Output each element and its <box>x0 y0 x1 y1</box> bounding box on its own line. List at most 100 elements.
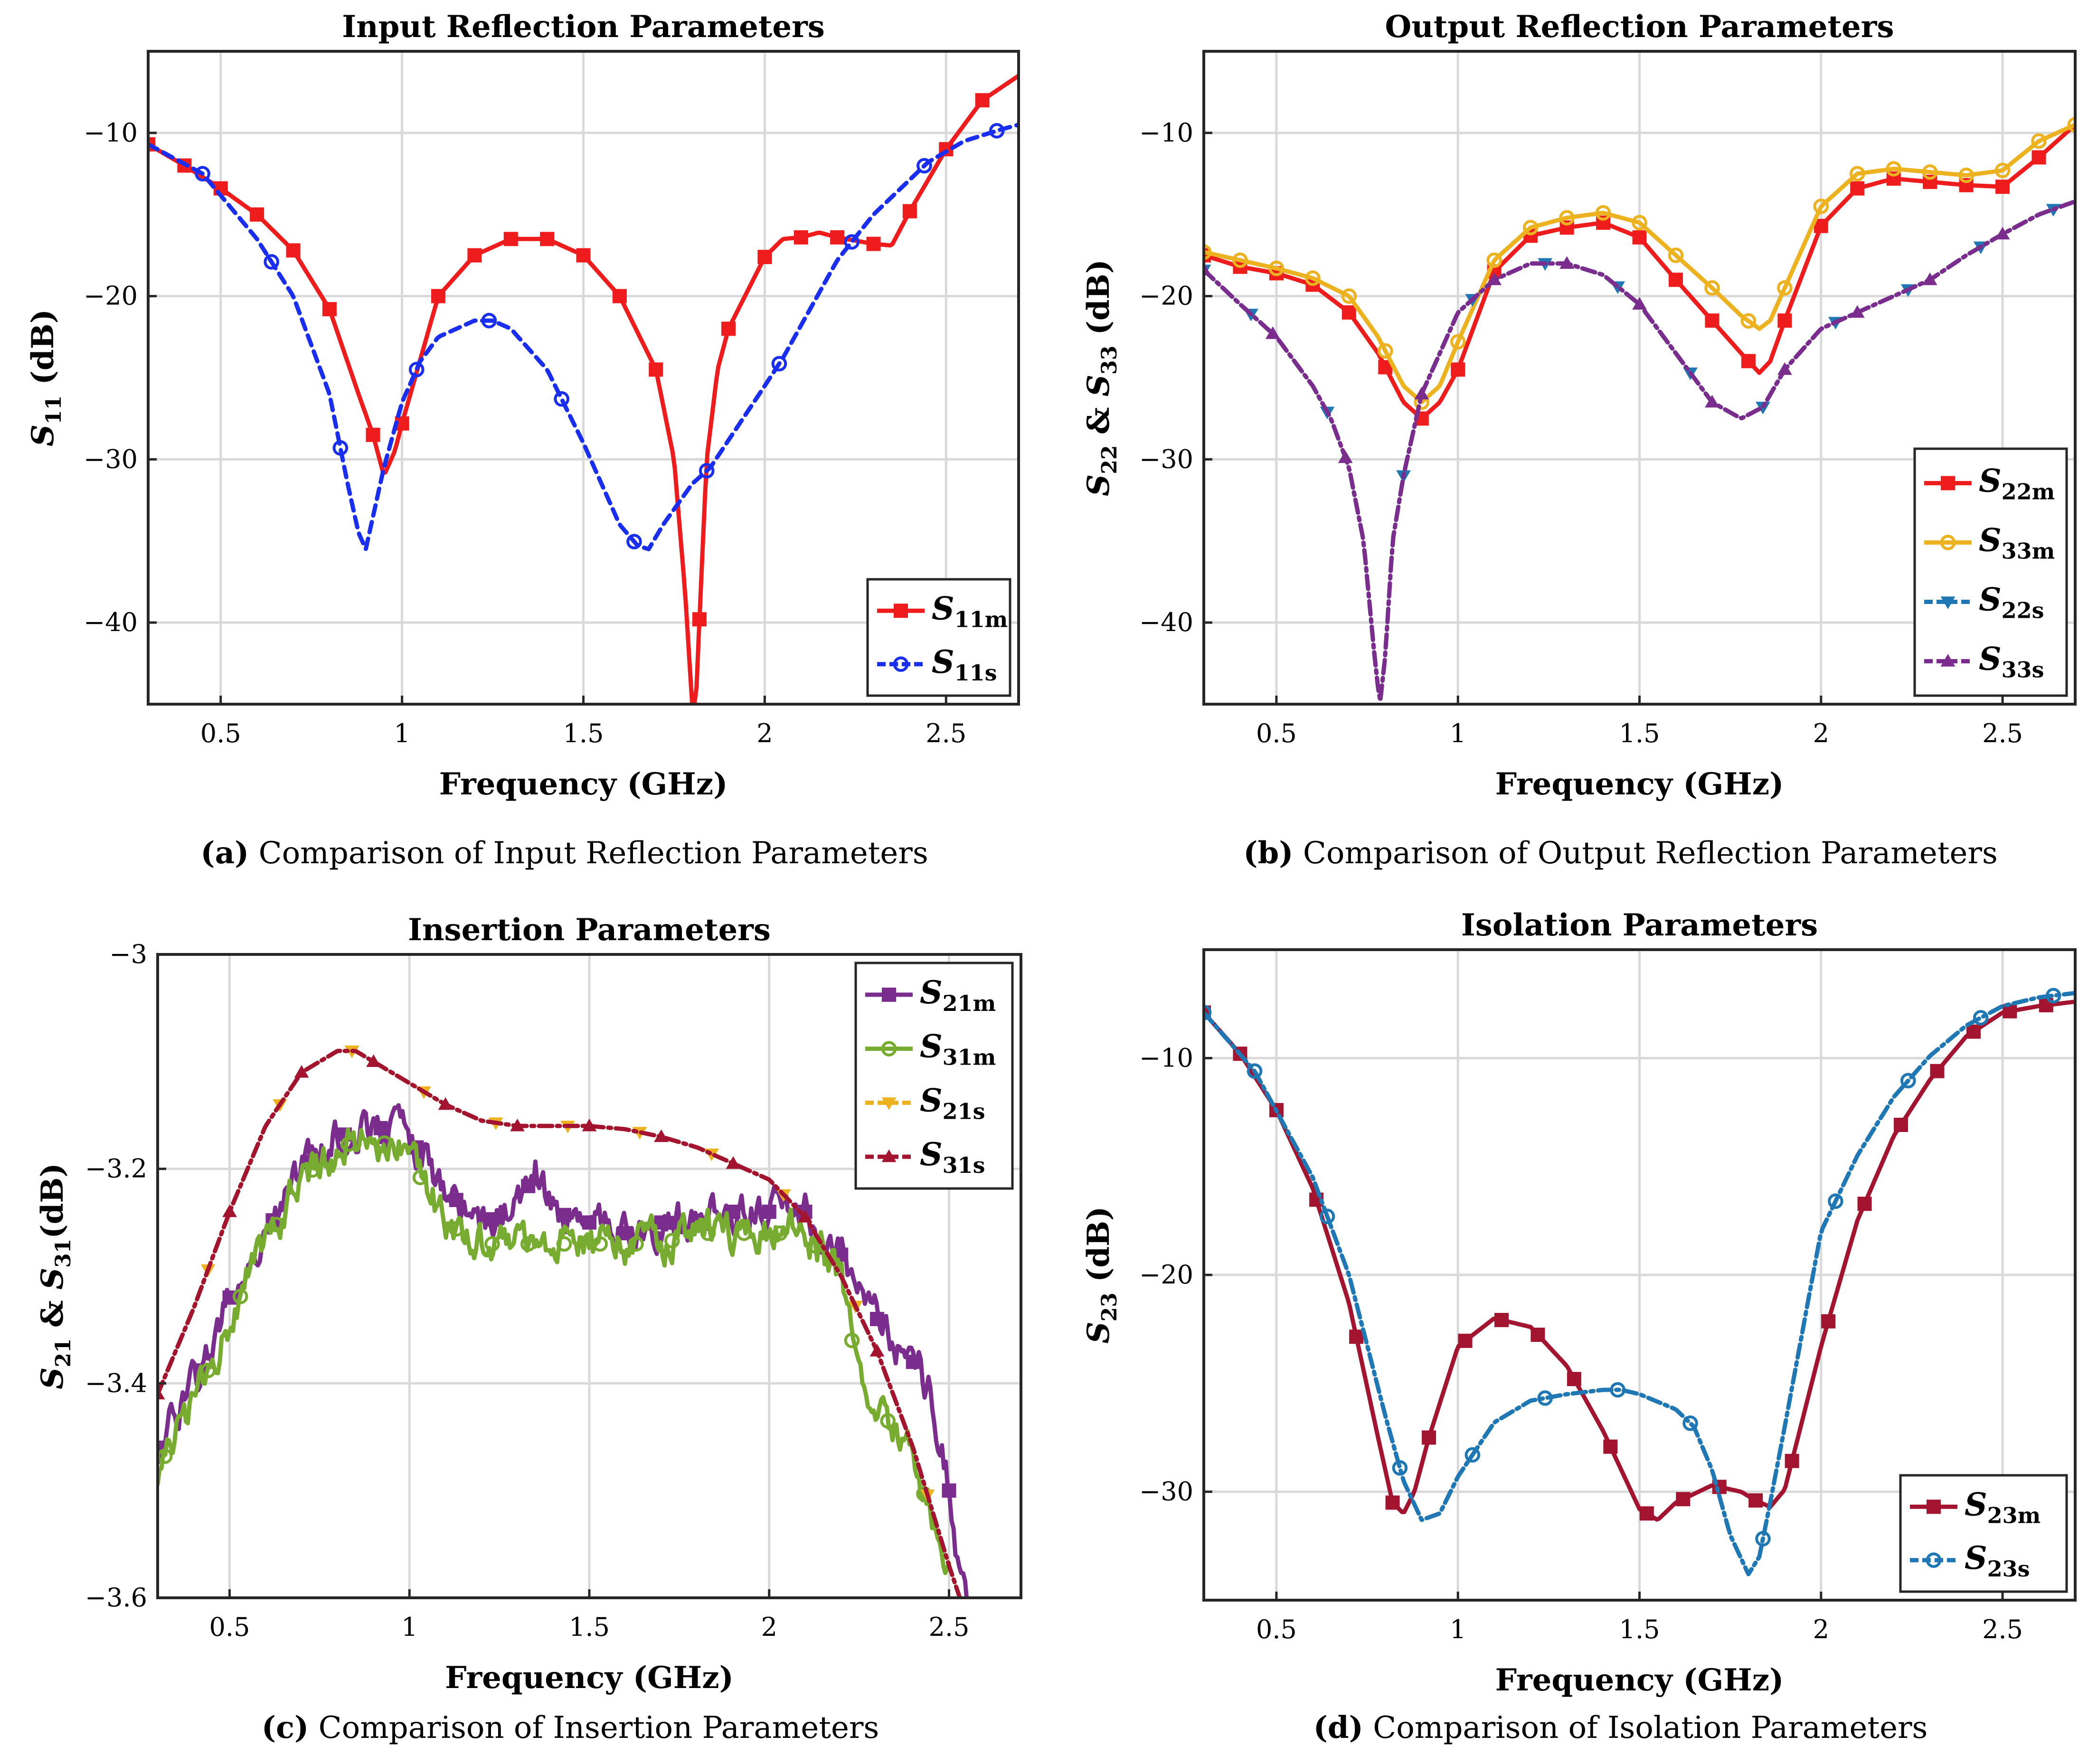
marker-square <box>692 612 707 627</box>
x-tick-label: 0.5 <box>200 718 241 748</box>
y-tick-label: −3.4 <box>85 1368 147 1398</box>
marker-circle <box>340 1136 356 1152</box>
marker-circle <box>1900 1073 1916 1089</box>
marker-square <box>1785 1453 1799 1468</box>
marker-square <box>1705 313 1720 328</box>
marker-circle <box>2045 988 2061 1004</box>
marker-circle <box>1610 1382 1625 1398</box>
x-tick-label: 1 <box>1450 1614 1466 1644</box>
marker-circle <box>880 1413 896 1429</box>
marker-square <box>1632 230 1647 245</box>
marker-circle <box>264 254 279 270</box>
marker-circle <box>484 1236 500 1252</box>
marker-triangle-up <box>869 1344 885 1357</box>
marker-circle <box>893 656 909 672</box>
y-tick-label: −10 <box>84 118 138 148</box>
series-markers-11s <box>195 123 1005 549</box>
marker-circle <box>1755 1531 1771 1547</box>
series-line-31s <box>158 1048 962 1598</box>
marker-circle <box>771 356 787 372</box>
y-tick-label: −3 <box>109 939 147 969</box>
x-tick-label: 2 <box>761 1612 777 1642</box>
marker-circle <box>1632 215 1647 231</box>
y-tick-label: −30 <box>1139 444 1193 474</box>
legend-label-31s: S31s <box>920 1136 985 1178</box>
marker-square <box>902 204 917 218</box>
marker-square <box>618 1226 633 1241</box>
x-tick-label: 2.5 <box>1982 1614 2023 1644</box>
marker-triangle-up <box>222 1204 237 1217</box>
marker-square <box>1342 305 1356 320</box>
marker-square <box>540 232 555 246</box>
marker-circle <box>232 1289 248 1304</box>
marker-circle <box>1958 167 1974 183</box>
marker-square <box>721 321 736 336</box>
marker-triangle-up <box>366 1054 381 1067</box>
series-group <box>148 74 1019 704</box>
marker-square <box>1458 1333 1473 1348</box>
marker-triangle-up <box>1204 263 1211 275</box>
legend-label-31m: S31m <box>920 1028 996 1070</box>
legend-box <box>1899 1474 2068 1593</box>
marker-circle <box>1813 198 1829 214</box>
marker-square <box>373 1121 388 1135</box>
marker-circle <box>2067 117 2075 132</box>
marker-circle <box>1232 252 1248 268</box>
y-axis-label: S23 (dB) <box>1081 1206 1122 1343</box>
caption: (c) Comparison of Insertion Parameters <box>262 1710 879 1745</box>
legend-label-23s: S23s <box>1965 1539 2030 1582</box>
marker-circle <box>1464 1447 1481 1463</box>
marker-triangle-up <box>726 1156 741 1169</box>
series-group <box>1204 988 2075 1576</box>
marker-square <box>866 236 881 251</box>
x-tick-label: 0.5 <box>209 1612 250 1642</box>
chart-a: 0.5 1 1.5 2 2.5 −40 −30 −20 −10 Input Reflection … <box>25 9 1020 871</box>
marker-triangle-up <box>1995 226 2010 240</box>
marker-triangle-up <box>881 1149 897 1162</box>
marker-square <box>906 1355 920 1369</box>
marker-square <box>1531 1328 1545 1342</box>
marker-circle <box>1595 205 1611 221</box>
marker-circle <box>699 463 715 479</box>
marker-circle <box>412 1170 428 1186</box>
marker-circle <box>1973 1010 1989 1026</box>
marker-circle <box>1994 162 2011 179</box>
marker-square <box>830 230 845 245</box>
marker-square <box>1894 1117 1908 1132</box>
marker-circle <box>844 234 860 250</box>
chart-title: Insertion Parameters <box>408 912 771 948</box>
marker-circle <box>268 1217 284 1233</box>
marker-square <box>582 1215 596 1230</box>
x-tick-label: 1.5 <box>1619 718 1660 748</box>
marker-circle <box>1247 1063 1263 1079</box>
marker-circle <box>554 391 569 407</box>
marker-square <box>521 1179 536 1193</box>
marker-circle <box>916 158 932 174</box>
marker-square <box>1850 181 1865 196</box>
marker-square <box>1385 1495 1400 1510</box>
marker-circle <box>520 1236 536 1252</box>
marker-square <box>882 987 896 1002</box>
marker-triangle-up <box>1559 256 1574 269</box>
marker-circle <box>1849 166 1865 182</box>
marker-square <box>757 250 772 264</box>
y-tick-label: −10 <box>1139 1043 1193 1073</box>
marker-square <box>870 1311 884 1326</box>
legend: S23m S23s <box>1899 1474 2068 1593</box>
marker-square <box>1995 179 2010 194</box>
series-markers-33s <box>1204 226 2010 463</box>
marker-circle <box>408 362 425 377</box>
marker-square <box>557 1207 571 1222</box>
legend-label-22m: S22m <box>1979 462 2055 505</box>
marker-circle <box>628 1236 644 1252</box>
y-axis-label: S21 & S31(dB) <box>35 1163 76 1389</box>
marker-triangle-down <box>881 1097 897 1110</box>
marker-circle <box>448 1221 464 1237</box>
chart-d: 0.5 1 1.5 2 2.5 −30 −20 −10 Isolation Parameters… <box>1081 907 2077 1745</box>
marker-square <box>1603 1439 1618 1454</box>
x-tick-label: 2 <box>1813 1614 1829 1644</box>
marker-square <box>1668 273 1683 287</box>
x-tick-label: 0.5 <box>1256 1614 1297 1644</box>
marker-circle <box>2031 133 2047 149</box>
